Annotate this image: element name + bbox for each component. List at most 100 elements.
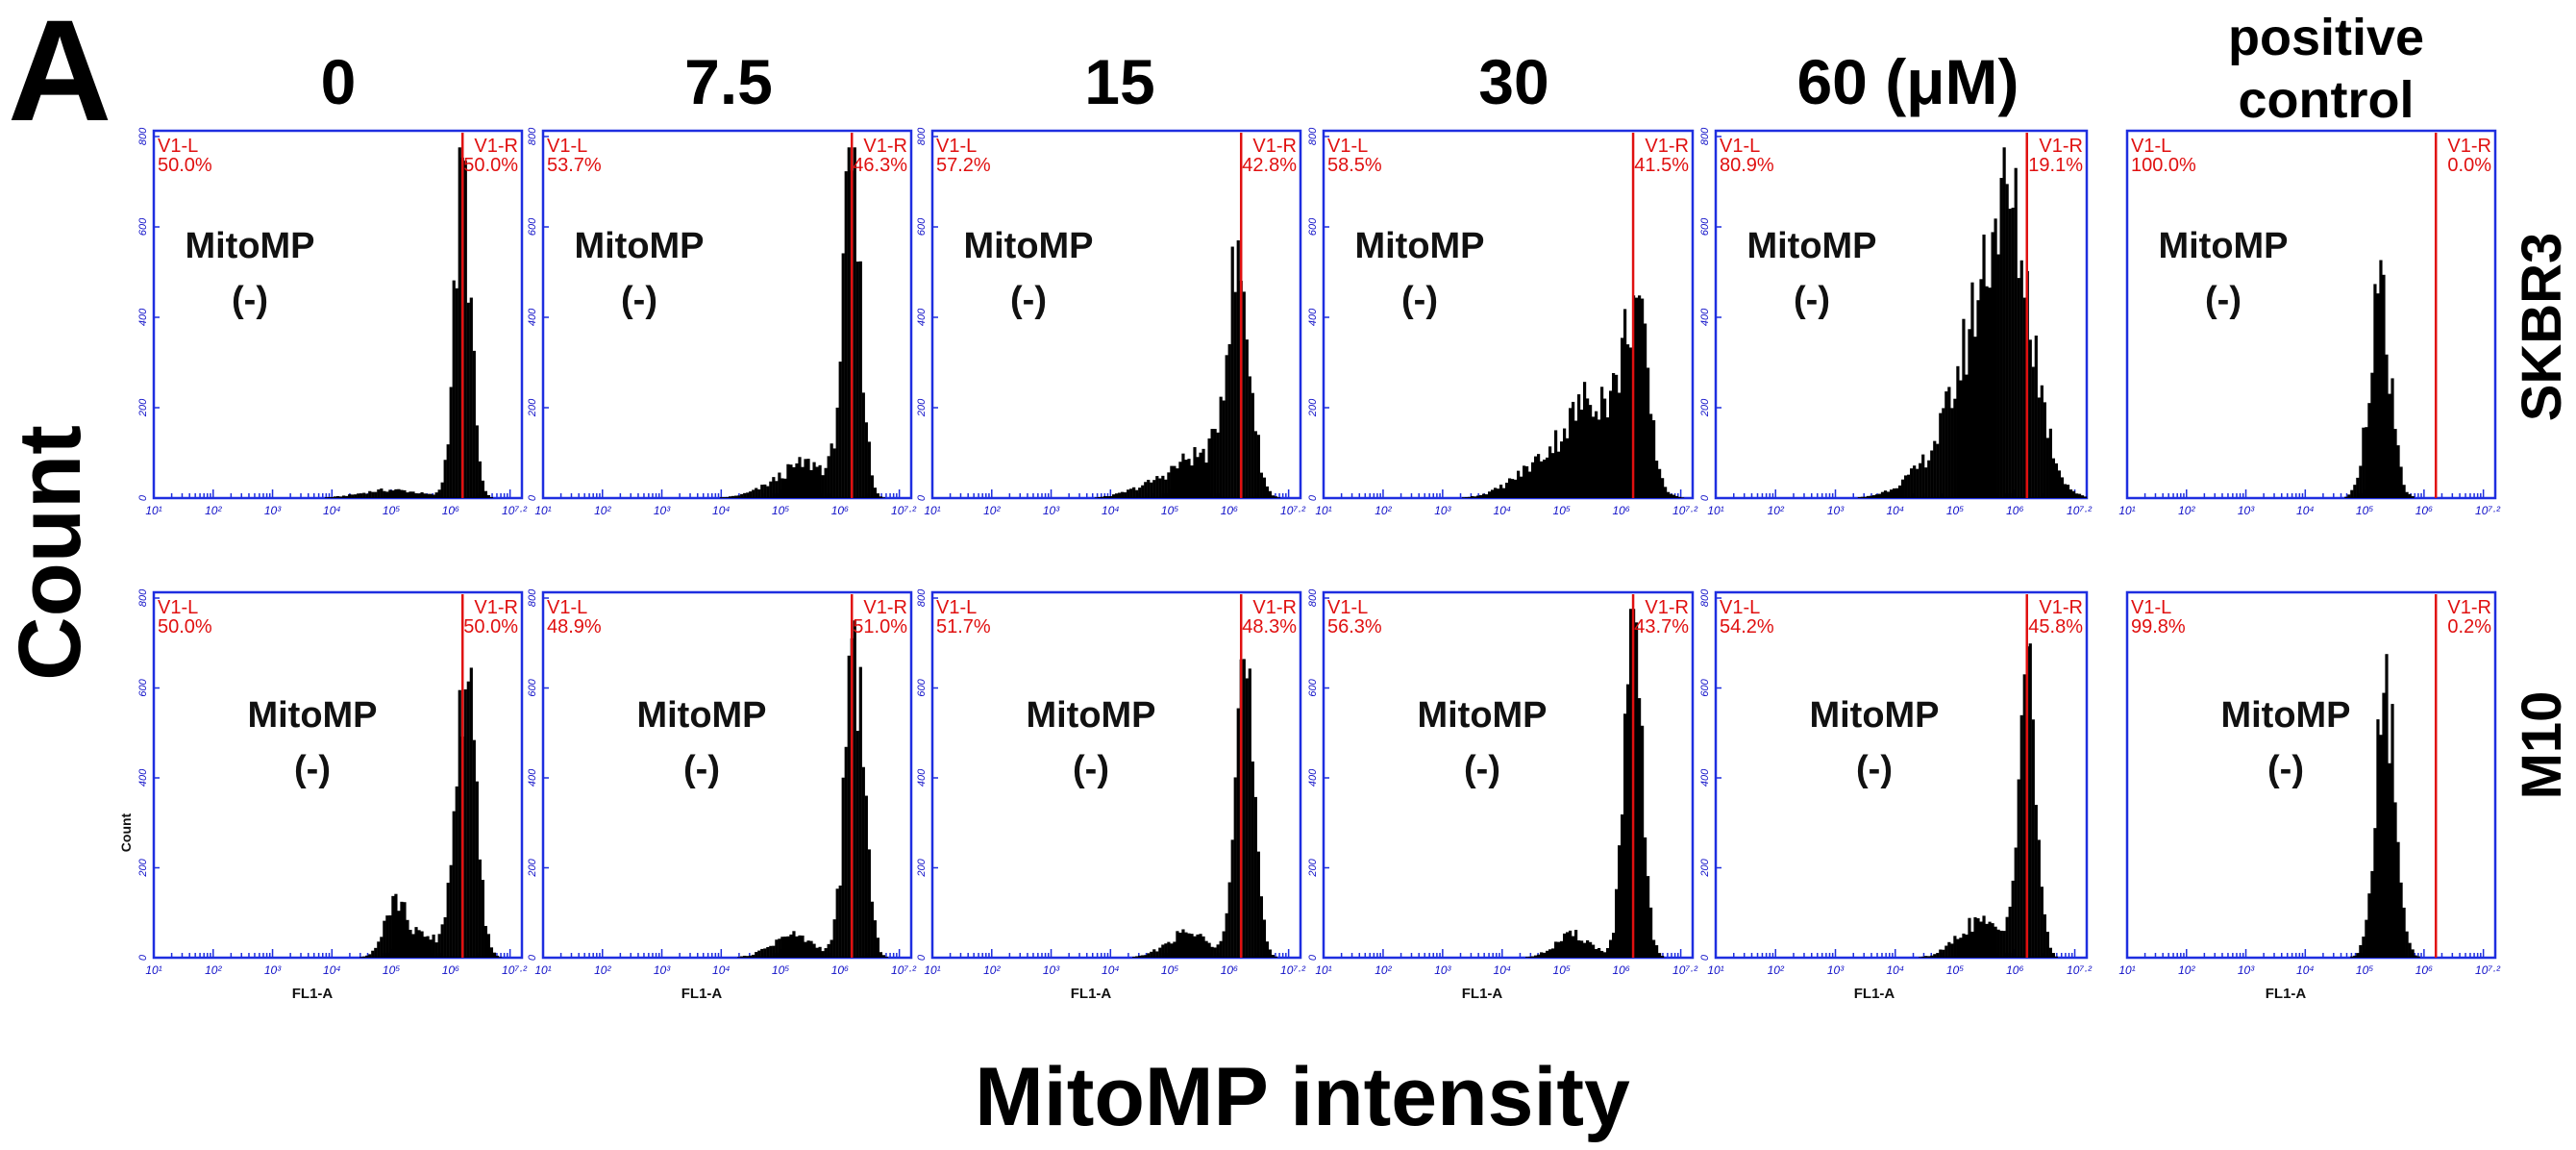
histogram-bin (775, 939, 779, 958)
x-tick-label: 10¹ (924, 963, 940, 977)
histogram-bin (1100, 496, 1104, 498)
histogram-bin (1901, 479, 1905, 498)
histogram-bin (377, 941, 381, 958)
fl1-a-label: FL1-A (2266, 986, 2307, 1002)
histogram-bin (824, 948, 828, 958)
histogram-bin (1213, 947, 1217, 958)
histogram-bin (374, 491, 378, 498)
histogram-bin (1612, 373, 1616, 498)
mitomp-negative-label: (-) (1010, 280, 1047, 320)
x-tick-label: 10⁴ (323, 963, 341, 977)
histogram-bin (1936, 443, 1940, 498)
x-tick-label: 10⁷·² (2067, 504, 2093, 517)
histogram-bin (1108, 495, 1113, 498)
histogram-bin (1476, 495, 1480, 498)
gate-right-label: V1-R (1252, 597, 1297, 618)
x-axis-title: MitoMP intensity (975, 1051, 1630, 1143)
histogram-bin (786, 463, 790, 498)
x-tick-label: 10² (1375, 963, 1392, 977)
histogram-bin (2034, 336, 2038, 498)
x-tick-label: 10¹ (1315, 504, 1331, 517)
histogram-bin (2385, 354, 2389, 498)
histogram-bin (394, 893, 398, 958)
x-tick-label: 10⁵ (1553, 963, 1571, 977)
histogram-bin (1586, 939, 1590, 958)
histogram-bin (879, 496, 883, 498)
histogram-bin (443, 460, 447, 498)
histogram-bin (1942, 408, 1945, 498)
histogram-bin (1889, 489, 1894, 498)
histogram-bin (452, 811, 456, 958)
histogram-bin (734, 495, 738, 498)
histogram-bin (1265, 941, 1270, 958)
histogram-bin (763, 948, 767, 958)
panel-skbr3-2: 0 200 400 600 800 10¹ 10² 10³ 10⁴ 10⁵ 10⁶ 10⁷·² V1-L… (916, 127, 1306, 517)
y-tick-label: 600 (1699, 678, 1711, 696)
histogram-bin (1155, 476, 1159, 498)
column-header-30: 30 (1478, 46, 1548, 117)
histogram-bin (2008, 209, 2012, 498)
y-tick-label: 800 (527, 127, 538, 145)
histogram-bin (1644, 837, 1647, 958)
histogram-bin (1904, 475, 1908, 498)
gate-left-label: V1-L (2131, 597, 2171, 618)
histogram-bin (1629, 347, 1633, 498)
histogram-bin (841, 777, 845, 958)
histogram-bin (830, 443, 833, 498)
histogram-bin (1942, 949, 1945, 958)
histogram-bin (1927, 460, 1931, 498)
histogram-bin (815, 466, 819, 498)
histogram-bin (1572, 936, 1575, 958)
histogram-bin (1105, 496, 1110, 498)
y-tick-label: 200 (137, 858, 149, 877)
histogram-bin (1577, 939, 1581, 958)
histogram-bin (1520, 476, 1523, 498)
histogram-bin (1583, 942, 1587, 958)
histogram-bin (2370, 870, 2374, 958)
histogram-bin (1930, 955, 1934, 958)
gate-right-percent: 0.0% (2447, 155, 2491, 176)
gate-left-label: V1-L (936, 597, 977, 618)
histogram-bin (2405, 491, 2409, 498)
histogram-bin (1672, 494, 1676, 498)
histogram-bin (2411, 496, 2415, 498)
x-tick-label: 10⁷·² (1280, 963, 1306, 977)
mitomp-negative-label: (-) (294, 749, 331, 789)
histogram-bin (824, 467, 828, 498)
histogram-bin (2077, 493, 2082, 498)
histogram-bin (1540, 952, 1544, 958)
x-tick-label: 10⁴ (1494, 504, 1512, 517)
histogram-bin (1207, 942, 1211, 958)
histogram-bin (1678, 496, 1682, 498)
histogram-bin (2019, 260, 2023, 498)
histogram-bin (342, 495, 346, 498)
histogram-bin (1548, 949, 1552, 958)
histogram-bin (1150, 482, 1153, 498)
x-tick-label: 10⁵ (383, 963, 400, 977)
histogram-bin (855, 731, 859, 958)
histogram-bin (1268, 949, 1273, 958)
histogram-bin (821, 475, 825, 498)
gate-left-label: V1-L (158, 597, 198, 618)
panel-m10-1: 0 200 400 600 800 10¹ 10² 10³ 10⁴ 10⁵ 10⁶ 10⁷·² V1-L… (527, 588, 917, 1002)
x-tick-label: 10¹ (1707, 963, 1723, 977)
histogram-bin (1225, 355, 1228, 498)
x-tick-label: 10³ (1043, 963, 1060, 977)
histogram-bin (2080, 495, 2085, 498)
histogram-bin (830, 939, 833, 958)
histogram-bin (2344, 496, 2348, 498)
histogram-bin (1199, 934, 1202, 958)
histogram-bin (1580, 940, 1584, 958)
histogram-bin (873, 920, 877, 958)
histogram-bin (1641, 298, 1645, 498)
histogram-bin (1161, 475, 1165, 498)
histogram-bin (855, 262, 859, 498)
histogram-bin (2083, 496, 2088, 498)
histogram-bin (426, 493, 430, 498)
histogram-bin (841, 253, 845, 498)
x-tick-label: 10⁷·² (502, 504, 528, 517)
histogram-bin (1566, 438, 1570, 498)
gate-right-label: V1-R (2447, 597, 2491, 618)
histogram-bin (2040, 385, 2043, 498)
histogram-bin (483, 490, 487, 498)
